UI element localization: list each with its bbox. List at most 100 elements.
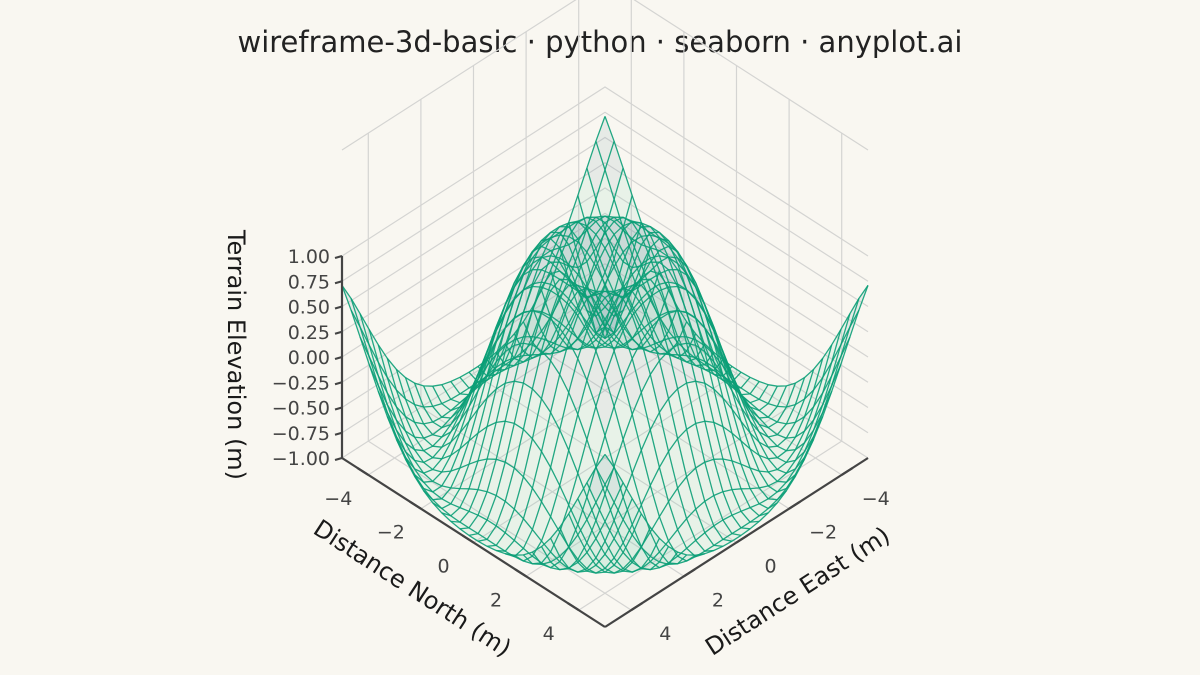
surface-patch: [732, 488, 751, 512]
surface-patch: [541, 467, 560, 517]
surface-patch: [423, 406, 442, 422]
surface-patch: [722, 533, 741, 542]
surface-patch: [777, 460, 796, 474]
surface-patch: [432, 384, 451, 404]
surface-patch: [532, 246, 551, 258]
surface-patch: [777, 468, 796, 483]
surface-patch: [586, 333, 605, 349]
surface-patch: [632, 341, 651, 393]
surface-patch: [550, 336, 569, 352]
y-tick-mark: [356, 466, 369, 476]
surface-patch: [378, 362, 397, 407]
surface-patch: [550, 296, 569, 329]
surface-patch: [568, 559, 587, 573]
surface-patch: [523, 269, 542, 290]
surface-patch: [496, 345, 515, 389]
surface-patch: [469, 375, 488, 422]
surface-patch: [387, 404, 406, 443]
surface-patch: [677, 383, 696, 430]
surface-patch: [414, 422, 433, 439]
surface-patch: [713, 389, 732, 434]
surface-patch: [722, 397, 741, 441]
surface-patch: [595, 216, 615, 223]
surface-patch: [342, 285, 361, 328]
surface-patch: [777, 404, 796, 424]
surface-patch: [441, 512, 460, 523]
surface-patch: [713, 539, 732, 547]
surface-patch: [686, 312, 705, 352]
surface-patch: [614, 290, 633, 317]
wire-line-x: [341, 285, 606, 556]
surface-patch: [840, 298, 859, 345]
surface-patch: [741, 440, 760, 472]
surface-patch: [550, 322, 569, 346]
surface-patch: [514, 429, 533, 477]
surface-patch: [432, 442, 451, 459]
surface-patch: [641, 527, 660, 557]
z-tick-label: 1.00: [288, 246, 330, 268]
surface-patch: [659, 311, 678, 339]
surface-patch: [722, 426, 741, 465]
surface-patch: [759, 455, 778, 472]
surface-patch: [686, 423, 705, 468]
surface-patch: [450, 521, 469, 529]
surface-patch: [550, 279, 569, 297]
surface-patch: [849, 285, 868, 328]
axes: −4 −2 0 2 4 −4 −2 0 2 4 −1.00 −0.75 −0.50 −0.25 0.00 0.…: [272, 246, 890, 645]
surface-patch: [786, 399, 805, 424]
surface-patch: [450, 377, 469, 394]
surface-patch: [668, 256, 687, 275]
surface-patch: [523, 307, 542, 343]
surface-patch: [641, 289, 660, 323]
surface-patch: [668, 269, 687, 290]
wire-line-y: [450, 216, 715, 523]
surface-patch: [677, 518, 696, 549]
surface-patch: [351, 298, 370, 345]
z-tick-label: 0.00: [288, 347, 330, 369]
surface-patch: [650, 467, 669, 517]
surface-patch: [450, 488, 469, 508]
surface-patch: [713, 491, 732, 520]
surface-patch: [514, 252, 533, 288]
surface-patch: [641, 429, 660, 486]
surface-patch: [768, 385, 787, 407]
surface-patch: [541, 562, 560, 570]
surface-patch: [586, 293, 605, 333]
z-tick-mark: [334, 254, 343, 260]
wire-line-x: [395, 369, 660, 573]
surface-patch: [686, 381, 705, 424]
surface-patch: [686, 275, 705, 313]
surface-patch: [432, 455, 451, 472]
surface-patch: [732, 409, 751, 449]
surface-patch: [695, 345, 714, 389]
surface-patch: [423, 488, 442, 500]
surface-patch: [695, 299, 714, 341]
surface-patch: [668, 552, 687, 565]
surface-patch: [505, 343, 524, 384]
surface-patch: [577, 230, 596, 262]
y-tick-label: −2: [377, 522, 405, 544]
surface-patch: [405, 399, 424, 424]
y-tick-mark: [409, 500, 422, 510]
surface-patch: [668, 310, 687, 337]
pane-gridline: [341, 111, 869, 282]
surface-patch: [496, 298, 515, 343]
surface-patch: [478, 422, 497, 461]
surface-patch: [732, 511, 751, 528]
surface-patch: [777, 449, 796, 463]
surface-patch: [641, 336, 660, 352]
surface-patch: [795, 390, 814, 423]
surface-patch: [559, 513, 578, 548]
surface-patch: [668, 307, 687, 343]
surface-patch: [541, 270, 560, 318]
surface-patch: [514, 383, 533, 430]
surface-patch: [559, 341, 578, 393]
pane-edge: [341, 0, 869, 151]
surface-patch: [514, 310, 533, 340]
floor-gridline: [420, 339, 685, 510]
pane-gridline: [341, 187, 869, 358]
surface-patch: [659, 287, 678, 314]
surface-patch: [568, 498, 587, 535]
surface-patch: [650, 273, 669, 291]
surface-patch: [759, 471, 778, 486]
